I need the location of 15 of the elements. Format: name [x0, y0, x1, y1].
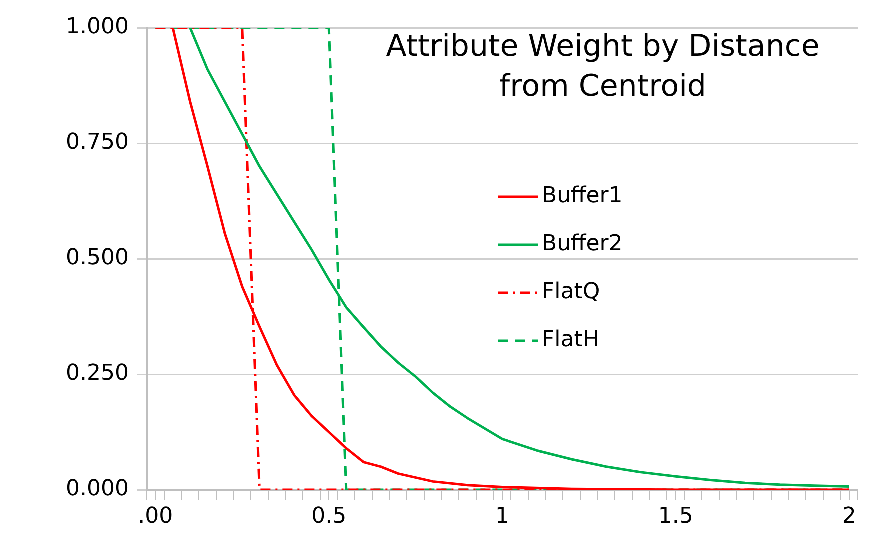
y-tick-label: 1.000: [66, 14, 129, 40]
y-tick-label: 0.500: [66, 246, 129, 271]
x-tick-label: 0.5: [312, 504, 347, 529]
x-tick-label: .00: [138, 504, 174, 529]
y-tick-label: 0.250: [66, 361, 129, 386]
y-tick-label: 0.750: [66, 130, 129, 156]
legend-label: Buffer2: [542, 232, 623, 257]
x-tick-label: 1.5: [658, 504, 694, 529]
legend-label: FlatQ: [542, 280, 600, 305]
x-tick-label: 1: [496, 504, 510, 529]
x-tick-label: 2: [842, 504, 856, 529]
text: Attribute Weight by Distance from Centroid: [386, 28, 820, 104]
legend-label: Buffer1: [542, 184, 623, 209]
legend-label: FlatH: [542, 328, 600, 353]
y-tick-label: 0.000: [66, 476, 129, 502]
